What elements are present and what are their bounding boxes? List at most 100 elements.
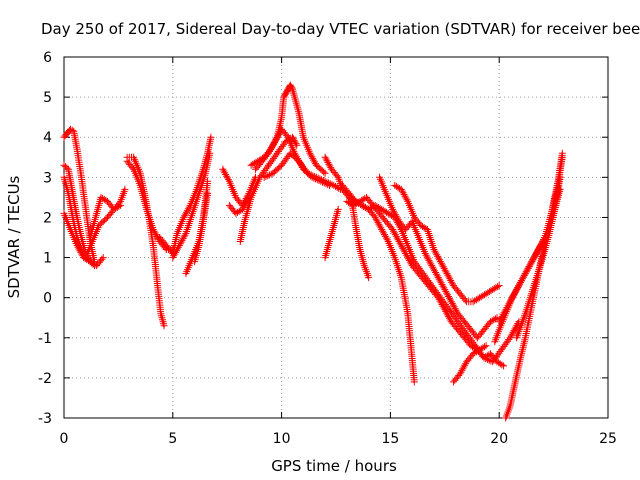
data-point <box>424 252 427 255</box>
data-point <box>559 176 561 179</box>
data-point <box>282 96 285 98</box>
data-point <box>72 130 75 133</box>
data-point <box>513 385 516 387</box>
data-point <box>387 240 390 243</box>
data-point <box>250 164 252 167</box>
data-point <box>222 168 224 171</box>
data-point <box>400 188 403 191</box>
data-point <box>80 176 83 179</box>
data-point <box>261 160 263 163</box>
data-point <box>289 152 292 155</box>
data-point <box>365 196 368 199</box>
data-point <box>452 381 455 383</box>
data-point <box>504 417 507 419</box>
y-tick-label: 3 <box>43 170 52 186</box>
data-point <box>280 128 283 130</box>
data-point <box>324 256 326 259</box>
data-marks <box>60 81 566 422</box>
data-point <box>413 260 416 263</box>
x-tick-label: 10 <box>273 431 291 447</box>
data-point <box>337 176 339 179</box>
data-point <box>172 256 174 259</box>
data-point <box>515 288 518 291</box>
data-point <box>80 248 83 251</box>
data-point <box>163 324 165 327</box>
data-point <box>139 172 141 175</box>
data-point <box>306 172 309 175</box>
data-point <box>98 224 100 227</box>
data-point <box>263 176 265 179</box>
data-point <box>476 336 479 339</box>
data-point <box>298 160 300 163</box>
y-tick-label: 6 <box>43 50 52 66</box>
data-point <box>498 320 501 323</box>
data-point <box>250 196 252 199</box>
data-point <box>210 136 212 139</box>
data-point <box>71 192 74 195</box>
data-point <box>559 188 561 191</box>
chart-title: Day 250 of 2017, Sidereal Day-to-day VTE… <box>41 20 640 38</box>
data-point <box>293 152 296 155</box>
data-point <box>274 140 276 143</box>
data-point <box>407 244 409 247</box>
data-point <box>102 256 104 259</box>
data-point <box>367 208 370 211</box>
data-point <box>485 292 487 295</box>
data-point <box>315 164 318 167</box>
data-point <box>444 288 446 291</box>
data-point <box>483 357 485 359</box>
data-point <box>561 152 564 155</box>
data-point <box>198 192 200 195</box>
data-point <box>411 220 413 223</box>
data-point <box>494 340 496 343</box>
data-point <box>291 136 294 139</box>
data-point <box>361 204 363 207</box>
data-point <box>533 256 535 259</box>
data-point <box>515 336 518 339</box>
data-point <box>561 156 564 159</box>
series-s18 <box>260 149 344 193</box>
data-point <box>430 288 433 291</box>
data-point <box>191 212 194 215</box>
data-point <box>452 284 455 287</box>
data-point <box>293 96 296 98</box>
y-axis-label: SDTVAR / TECUs <box>5 175 23 298</box>
data-point <box>459 373 461 375</box>
data-point <box>145 208 148 211</box>
data-point <box>202 220 205 223</box>
series-s5 <box>86 185 129 241</box>
data-point <box>248 192 250 195</box>
series-s14 <box>225 193 253 217</box>
data-point <box>267 164 270 167</box>
grid-lines <box>64 57 608 418</box>
series-s19 <box>321 205 342 262</box>
data-point <box>400 276 403 279</box>
data-point <box>178 244 181 247</box>
data-point <box>378 176 381 179</box>
x-axis-label: GPS time / hours <box>271 457 397 475</box>
data-point <box>554 204 557 207</box>
data-point <box>350 196 353 199</box>
data-point <box>437 296 440 299</box>
data-point <box>533 284 535 287</box>
data-point <box>100 196 102 199</box>
data-point <box>450 320 453 323</box>
series-s1 <box>60 125 98 266</box>
data-point <box>417 272 420 275</box>
data-point <box>63 164 65 167</box>
data-point <box>302 136 305 139</box>
data-point <box>420 224 422 227</box>
data-point <box>463 336 466 339</box>
data-point <box>417 236 420 239</box>
data-point <box>243 220 246 223</box>
axis-ticks <box>63 56 609 419</box>
data-point <box>69 128 72 130</box>
data-point <box>541 256 544 259</box>
series-markers <box>450 342 490 386</box>
data-point <box>280 164 283 167</box>
data-point <box>267 152 270 155</box>
data-point <box>324 156 326 159</box>
data-point <box>478 296 481 299</box>
data-point <box>63 212 65 215</box>
data-point <box>387 212 390 215</box>
